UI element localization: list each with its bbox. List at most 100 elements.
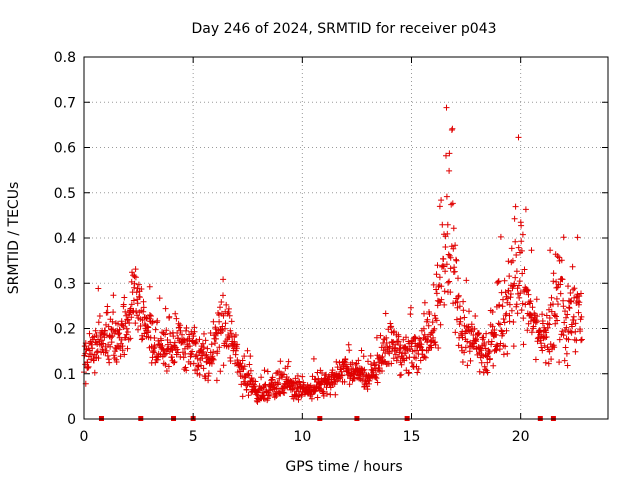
data-point <box>506 318 513 325</box>
data-point <box>501 277 508 284</box>
data-point <box>482 366 489 373</box>
data-point <box>577 328 584 335</box>
data-point <box>445 251 452 258</box>
data-point <box>412 334 418 341</box>
data-point <box>570 313 577 320</box>
data-point <box>247 367 254 374</box>
data-point <box>148 313 154 319</box>
data-point <box>517 290 524 297</box>
data-point <box>553 313 559 320</box>
data-point <box>499 330 506 337</box>
data-point <box>382 310 389 317</box>
data-point <box>488 341 495 348</box>
data-point <box>528 329 535 336</box>
data-point <box>521 266 528 273</box>
data-point <box>212 340 218 347</box>
data-point <box>444 230 451 237</box>
data-point <box>154 317 161 324</box>
data-point <box>186 343 193 350</box>
data-point <box>481 340 488 347</box>
data-point <box>421 310 427 317</box>
data-point <box>566 304 572 311</box>
data-point <box>130 297 137 304</box>
data-point <box>258 374 265 381</box>
data-point <box>252 378 259 385</box>
data-point <box>225 343 232 350</box>
data-point <box>512 274 519 281</box>
data-point <box>452 329 459 336</box>
data-point <box>383 334 390 341</box>
data-point <box>455 292 462 299</box>
data-point <box>546 321 553 328</box>
data-point <box>461 314 468 321</box>
data-point <box>358 347 365 354</box>
data-point <box>183 324 190 331</box>
y-tick-label: 0.3 <box>54 276 76 292</box>
data-point <box>227 358 234 364</box>
data-point <box>490 362 497 369</box>
data-point <box>515 282 522 289</box>
data-point <box>367 352 374 359</box>
data-point <box>415 365 422 372</box>
data-point <box>440 263 447 270</box>
data-point <box>345 341 352 348</box>
data-point <box>518 222 525 229</box>
data-point <box>193 338 200 344</box>
data-point <box>104 303 111 310</box>
data-point <box>217 368 224 375</box>
data-point <box>421 353 428 360</box>
data-point <box>166 313 173 320</box>
data-point <box>393 357 400 364</box>
data-point <box>364 386 371 393</box>
data-point <box>175 335 182 342</box>
data-point <box>241 353 248 360</box>
x-tick-label: 15 <box>403 429 421 445</box>
data-point <box>222 320 229 327</box>
data-point <box>315 375 322 382</box>
data-point <box>336 359 343 366</box>
data-point <box>182 350 189 357</box>
data-point <box>519 270 526 277</box>
data-point <box>191 328 198 335</box>
data-point <box>103 347 110 354</box>
data-point <box>489 309 496 315</box>
data-point <box>447 265 454 272</box>
data-point <box>299 373 306 380</box>
data-point <box>510 319 517 325</box>
data-point <box>228 318 235 325</box>
x-tick-label: 10 <box>293 429 311 445</box>
data-point <box>124 316 131 323</box>
data-point <box>443 152 449 159</box>
data-point <box>134 312 140 319</box>
data-point <box>138 286 145 292</box>
gridlines <box>84 57 608 419</box>
data-point <box>429 319 436 326</box>
data-point <box>476 368 483 375</box>
data-point <box>360 353 367 360</box>
data-point <box>524 327 531 334</box>
data-point <box>488 338 495 345</box>
data-point <box>437 299 444 306</box>
data-point <box>428 344 435 351</box>
data-point <box>414 369 421 376</box>
data-point <box>424 316 431 323</box>
data-point <box>90 357 97 364</box>
data-point <box>495 320 502 327</box>
y-tick-label: 0.2 <box>54 322 76 338</box>
data-point <box>548 356 555 363</box>
data-point <box>534 313 541 320</box>
data-point <box>438 296 445 303</box>
data-point <box>572 348 579 355</box>
data-point <box>533 296 540 303</box>
data-point <box>110 352 117 359</box>
data-point <box>196 336 203 343</box>
data-point <box>398 371 405 378</box>
data-point <box>441 288 448 295</box>
y-tick-label: 0.8 <box>54 50 76 66</box>
data-point <box>434 262 441 269</box>
data-point <box>173 315 180 322</box>
data-point <box>341 378 348 385</box>
data-point <box>169 347 176 354</box>
x-tick-labels: 0 5 10 15 20 <box>80 429 530 445</box>
